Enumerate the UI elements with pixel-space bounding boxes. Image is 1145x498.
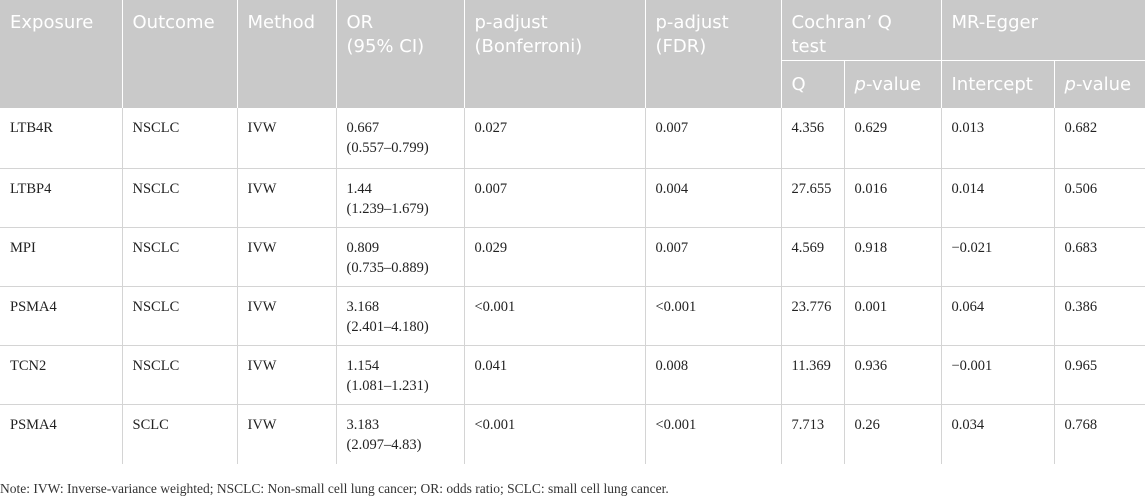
cell-q-p-value: 0.26 [844, 404, 942, 464]
header-mr-egger: MR-Egger [941, 0, 1145, 61]
cell-p-fdr: 0.008 [645, 345, 782, 405]
cell-method: IVW [237, 168, 337, 228]
table-note: Note: IVW: Inverse-variance weighted; NS… [0, 481, 669, 496]
header-egger-p-value: p-value [1054, 60, 1145, 108]
cell-exposure: PSMA4 [0, 404, 123, 464]
cell-intercept: 0.064 [941, 286, 1055, 346]
cell-intercept: −0.001 [941, 345, 1055, 405]
cell-or: 0.667 (0.557–0.799) [336, 108, 465, 169]
cell-exposure: TCN2 [0, 345, 123, 405]
cell-q: 23.776 [781, 286, 845, 346]
cell-intercept: −0.021 [941, 227, 1055, 287]
cell-intercept: 0.013 [941, 108, 1055, 169]
cell-egger-p-value: 0.965 [1054, 345, 1145, 405]
cell-exposure: LTB4R [0, 108, 123, 169]
cell-egger-p-value: 0.386 [1054, 286, 1145, 346]
cell-or: 3.183 (2.097–4.83) [336, 404, 465, 464]
header-p-bonferroni: p-adjust (Bonferroni) [464, 0, 646, 108]
header-exposure: Exposure [0, 0, 123, 108]
cell-p-bonferroni: <0.001 [464, 286, 646, 346]
cell-outcome: NSCLC [122, 108, 238, 169]
cell-egger-p-value: 0.768 [1064, 416, 1098, 433]
table-row: PSMA4 SCLC IVW 3.183 (2.097–4.83) <0.001 … [0, 404, 1145, 464]
header-method: Method [237, 0, 337, 108]
cell-method: IVW [237, 108, 337, 169]
table-header: Exposure Outcome Method OR (95% CI) p-adj… [0, 0, 1145, 108]
cell-method: IVW [237, 227, 337, 287]
table-row: PSMA4 NSCLC IVW 3.168 (2.401–4.180) <0.00… [0, 286, 1145, 346]
cell-q: 11.369 [781, 345, 845, 405]
cell-p-fdr: <0.001 [645, 404, 782, 464]
cell-method: IVW [237, 404, 337, 464]
header-or: OR (95% CI) [336, 0, 465, 108]
cell-egger-p-value: 0.683 [1054, 227, 1145, 287]
cell-p-fdr: <0.001 [645, 286, 782, 346]
table-row: LTB4R NSCLC IVW 0.667 (0.557–0.799) 0.027… [0, 108, 1145, 169]
cell-method: IVW [237, 345, 337, 405]
cell-p-fdr: 0.004 [645, 168, 782, 228]
cell-p-fdr: 0.007 [645, 108, 782, 169]
header-intercept: Intercept [941, 60, 1055, 108]
cell-or: 3.168 (2.401–4.180) [336, 286, 465, 346]
cell-egger-p-value: 0.506 [1054, 168, 1145, 228]
cell-outcome: NSCLC [122, 286, 238, 346]
cell-p-bonferroni: 0.029 [464, 227, 646, 287]
cell-or: 1.154 (1.081–1.231) [336, 345, 465, 405]
table-row: MPI NSCLC IVW 0.809 (0.735–0.889) 0.029 0… [0, 227, 1145, 287]
cell-exposure: MPI [0, 227, 123, 287]
header-q-p-value: p-value [844, 60, 942, 108]
cell-method: IVW [237, 286, 337, 346]
cell-outcome: NSCLC [122, 168, 238, 228]
header-outcome: Outcome [122, 0, 238, 108]
cell-outcome: NSCLC [122, 227, 238, 287]
cell-outcome: NSCLC [122, 345, 238, 405]
table-row: TCN2 NSCLC IVW 1.154 (1.081–1.231) 0.041 … [0, 345, 1145, 405]
cell-q-p-value: 0.629 [844, 108, 942, 169]
cell-q-p-value: 0.016 [844, 168, 942, 228]
cell-p-bonferroni: 0.007 [464, 168, 646, 228]
table-body: LTB4R NSCLC IVW 0.667 (0.557–0.799) 0.027… [0, 108, 1145, 464]
cell-q-p-value: 0.918 [844, 227, 942, 287]
cell-intercept: 0.034 [941, 404, 1055, 464]
table-row: LTBP4 NSCLC IVW 1.44 (1.239–1.679) 0.007 … [0, 168, 1145, 228]
cell-exposure: LTBP4 [0, 168, 123, 228]
cell-outcome: SCLC [122, 404, 238, 464]
cell-or: 0.809 (0.735–0.889) [336, 227, 465, 287]
cell-q: 27.655 [781, 168, 845, 228]
results-table: Exposure Outcome Method OR (95% CI) p-adj… [0, 0, 1145, 464]
cell-p-bonferroni: 0.027 [464, 108, 646, 169]
header-p-fdr: p-adjust (FDR) [645, 0, 782, 108]
cell-exposure: PSMA4 [0, 286, 123, 346]
cell-egger-p-value: 0.682 [1054, 108, 1145, 169]
cell-q-p-value: 0.936 [844, 345, 942, 405]
cell-q: 4.356 [781, 108, 845, 169]
cell-p-bonferroni: <0.001 [464, 404, 646, 464]
header-q: Q [781, 60, 845, 108]
cell-p-bonferroni: 0.041 [464, 345, 646, 405]
cell-p-fdr: 0.007 [645, 227, 782, 287]
cell-q: 4.569 [781, 227, 845, 287]
cell-or: 1.44 (1.239–1.679) [336, 168, 465, 228]
cell-intercept: 0.014 [941, 168, 1055, 228]
cell-q: 7.713 [781, 404, 845, 464]
cell-q-p-value: 0.001 [844, 286, 942, 346]
